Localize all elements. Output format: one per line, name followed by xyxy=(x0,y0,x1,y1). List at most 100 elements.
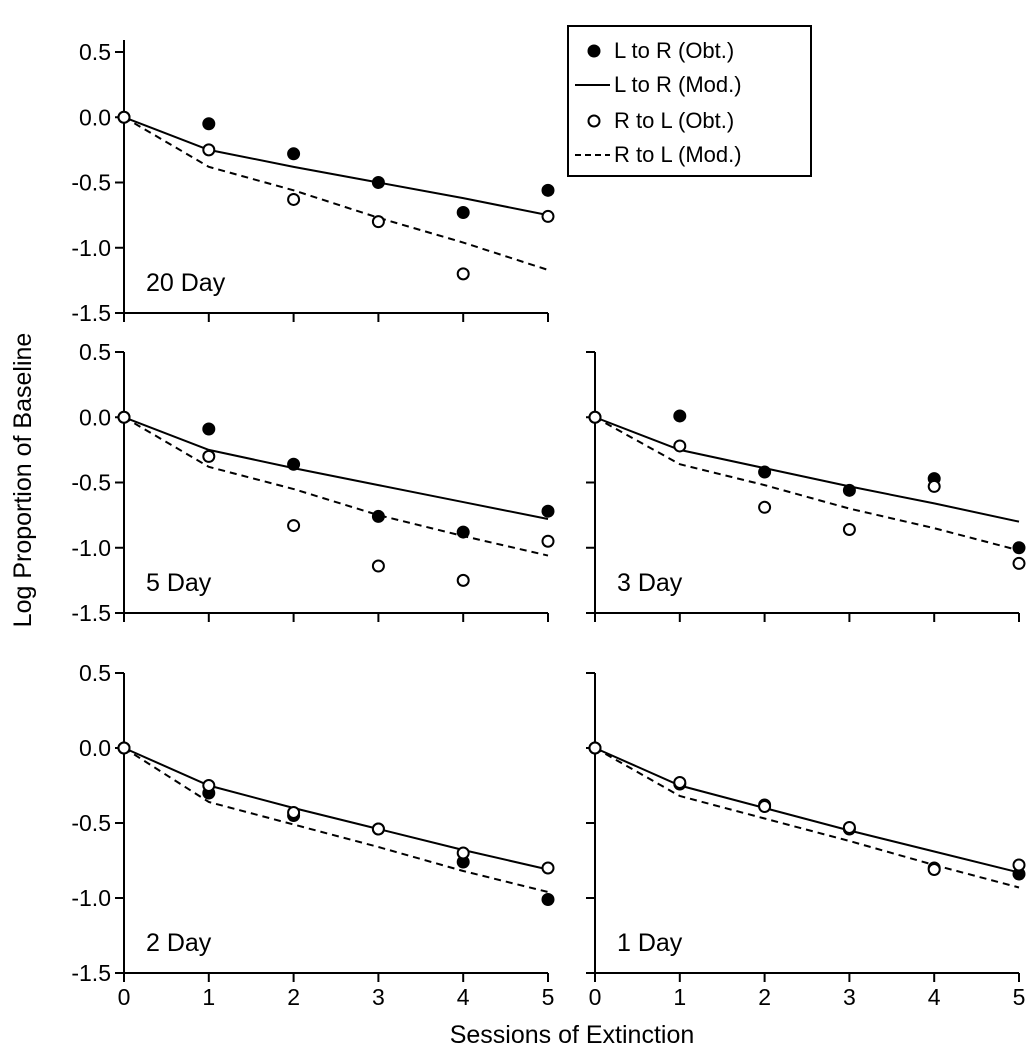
data-point-r-to-l-obt-20-day xyxy=(117,110,131,124)
series-line-l-to-r-mod-2-day xyxy=(123,747,549,871)
legend-label-l-to-r-mod: L to R (Mod.) xyxy=(614,72,742,97)
legend-label-r-to-l-obt: R to L (Obt.) xyxy=(614,108,734,133)
legend-symbol-l-to-r-obt xyxy=(587,44,601,58)
data-point-r-to-l-obt-5-day xyxy=(456,573,470,587)
data-point-r-to-l-obt-5-day xyxy=(117,410,131,424)
y-tick-label-20-day: -0.5 xyxy=(71,170,111,196)
y-tick-label-20-day: -1.0 xyxy=(71,235,111,261)
data-point-r-to-l-obt-5-day xyxy=(287,519,301,533)
y-tick-label-5-day: -1.0 xyxy=(71,535,111,561)
data-point-r-to-l-obt-3-day xyxy=(588,410,602,424)
panels-layer: 0.5 0.0 -0.5 -1.0 -1.5 20 Day 0.5 0.0 -0.5 -1.0 -1… xyxy=(71,39,1026,1010)
data-point-r-to-l-obt-5-day xyxy=(371,559,385,573)
legend: L to R (Obt.) L to R (Mod.) R to L (Obt.… xyxy=(567,25,812,177)
panel-label-3-day: 3 Day xyxy=(617,569,683,597)
data-point-l-to-r-obt-20-day xyxy=(541,183,555,197)
data-point-r-to-l-obt-2-day xyxy=(541,861,555,875)
x-tick-label-1-day: 1 xyxy=(673,984,686,1010)
series-line-r-to-l-mod-20-day xyxy=(123,116,549,271)
data-point-l-to-r-obt-5-day xyxy=(371,509,385,523)
data-point-l-to-r-obt-5-day xyxy=(287,457,301,471)
data-point-r-to-l-obt-2-day xyxy=(456,846,470,860)
x-tick-label-2-day: 5 xyxy=(542,984,555,1010)
panel-label-2-day: 2 Day xyxy=(146,929,212,957)
data-point-l-to-r-obt-5-day xyxy=(541,504,555,518)
y-tick-label-2-day: -1.0 xyxy=(71,885,111,911)
y-tick-label-5-day: -0.5 xyxy=(71,470,111,496)
x-axis-title: Sessions of Extinction xyxy=(450,1021,695,1049)
x-tick-label-1-day: 5 xyxy=(1013,984,1026,1010)
data-point-r-to-l-obt-5-day xyxy=(202,449,216,463)
data-point-r-to-l-obt-5-day xyxy=(541,534,555,548)
data-point-r-to-l-obt-2-day xyxy=(117,741,131,755)
data-point-l-to-r-obt-3-day xyxy=(842,483,856,497)
data-point-r-to-l-obt-20-day xyxy=(287,192,301,206)
data-point-r-to-l-obt-3-day xyxy=(1012,556,1026,570)
y-tick-label-5-day: 0.0 xyxy=(79,404,111,430)
y-axis-title: Log Proportion of Baseline xyxy=(9,333,37,628)
y-tick-label-20-day: -1.5 xyxy=(71,300,111,326)
data-point-r-to-l-obt-1-day xyxy=(758,800,772,813)
series-line-l-to-r-mod-20-day xyxy=(123,116,549,217)
data-point-l-to-r-obt-20-day xyxy=(287,147,301,161)
series-line-r-to-l-mod-3-day xyxy=(594,416,1020,552)
y-tick-label-20-day: 0.0 xyxy=(79,104,111,130)
data-point-r-to-l-obt-1-day xyxy=(673,776,687,789)
data-point-l-to-r-obt-20-day xyxy=(456,206,470,220)
data-point-r-to-l-obt-20-day xyxy=(541,209,555,223)
panel-label-20-day: 20 Day xyxy=(146,269,226,297)
y-tick-label-5-day: 0.5 xyxy=(79,339,111,365)
series-line-l-to-r-mod-3-day xyxy=(594,416,1020,523)
data-point-r-to-l-obt-1-day xyxy=(588,741,602,755)
data-point-r-to-l-obt-1-day xyxy=(842,821,856,834)
panel-label-5-day: 5 Day xyxy=(146,569,212,597)
y-tick-label-2-day: -0.5 xyxy=(71,810,111,836)
y-tick-label-2-day: 0.5 xyxy=(79,660,111,686)
y-tick-label-20-day: 0.5 xyxy=(79,39,111,65)
panel-5-day: 0.5 0.0 -0.5 -1.0 -1.5 5 Day xyxy=(71,339,555,626)
legend-symbol-r-to-l-obt xyxy=(587,114,601,128)
panel-20-day: 0.5 0.0 -0.5 -1.0 -1.5 20 Day xyxy=(71,39,555,326)
data-point-l-to-r-obt-2-day xyxy=(541,893,555,906)
x-tick-label-1-day: 2 xyxy=(758,984,771,1010)
panel-3-day: 3 Day xyxy=(586,351,1026,622)
series-line-l-to-r-mod-5-day xyxy=(123,416,549,521)
x-tick-label-1-day: 4 xyxy=(928,984,941,1010)
data-point-r-to-l-obt-3-day xyxy=(927,479,941,493)
data-point-r-to-l-obt-3-day xyxy=(673,439,687,453)
data-point-l-to-r-obt-20-day xyxy=(202,117,216,131)
data-point-r-to-l-obt-2-day xyxy=(371,822,385,836)
x-tick-label-2-day: 1 xyxy=(202,984,215,1010)
data-point-r-to-l-obt-20-day xyxy=(456,267,470,281)
x-tick-label-2-day: 0 xyxy=(118,984,131,1010)
data-point-r-to-l-obt-2-day xyxy=(202,779,216,792)
data-point-r-to-l-obt-20-day xyxy=(371,215,385,229)
y-tick-label-5-day: -1.5 xyxy=(71,600,111,626)
data-point-r-to-l-obt-20-day xyxy=(202,143,216,157)
x-tick-label-2-day: 2 xyxy=(287,984,300,1010)
data-point-l-to-r-obt-20-day xyxy=(371,176,385,189)
y-tick-label-2-day: -1.5 xyxy=(71,960,111,986)
x-tick-label-1-day: 0 xyxy=(589,984,602,1010)
data-point-l-to-r-obt-5-day xyxy=(456,525,470,539)
series-line-r-to-l-mod-2-day xyxy=(123,747,549,893)
legend-box xyxy=(567,25,812,177)
data-point-l-to-r-obt-3-day xyxy=(673,409,687,423)
data-point-l-to-r-obt-3-day xyxy=(758,465,772,479)
series-line-l-to-r-mod-1-day xyxy=(594,747,1020,874)
x-tick-label-2-day: 4 xyxy=(457,984,470,1010)
x-tick-label-1-day: 3 xyxy=(843,984,856,1010)
panel-2-day: 0.5 0.0 -0.5 -1.0 -1.5 0 1 2 3 4 5 2 Day xyxy=(71,660,555,1010)
series-line-r-to-l-mod-5-day xyxy=(123,416,549,557)
data-point-l-to-r-obt-3-day xyxy=(1012,541,1026,555)
data-point-r-to-l-obt-1-day xyxy=(1012,858,1026,872)
data-point-r-to-l-obt-3-day xyxy=(758,500,772,514)
legend-label-l-to-r-obt: L to R (Obt.) xyxy=(614,38,734,63)
panel-label-1-day: 1 Day xyxy=(617,929,683,957)
legend-label-r-to-l-mod: R to L (Mod.) xyxy=(614,142,742,167)
panel-1-day: 0 1 2 3 4 5 1 Day xyxy=(586,672,1026,1010)
data-point-r-to-l-obt-1-day xyxy=(927,863,941,876)
y-tick-label-2-day: 0.0 xyxy=(79,735,111,761)
data-point-r-to-l-obt-3-day xyxy=(842,522,856,536)
